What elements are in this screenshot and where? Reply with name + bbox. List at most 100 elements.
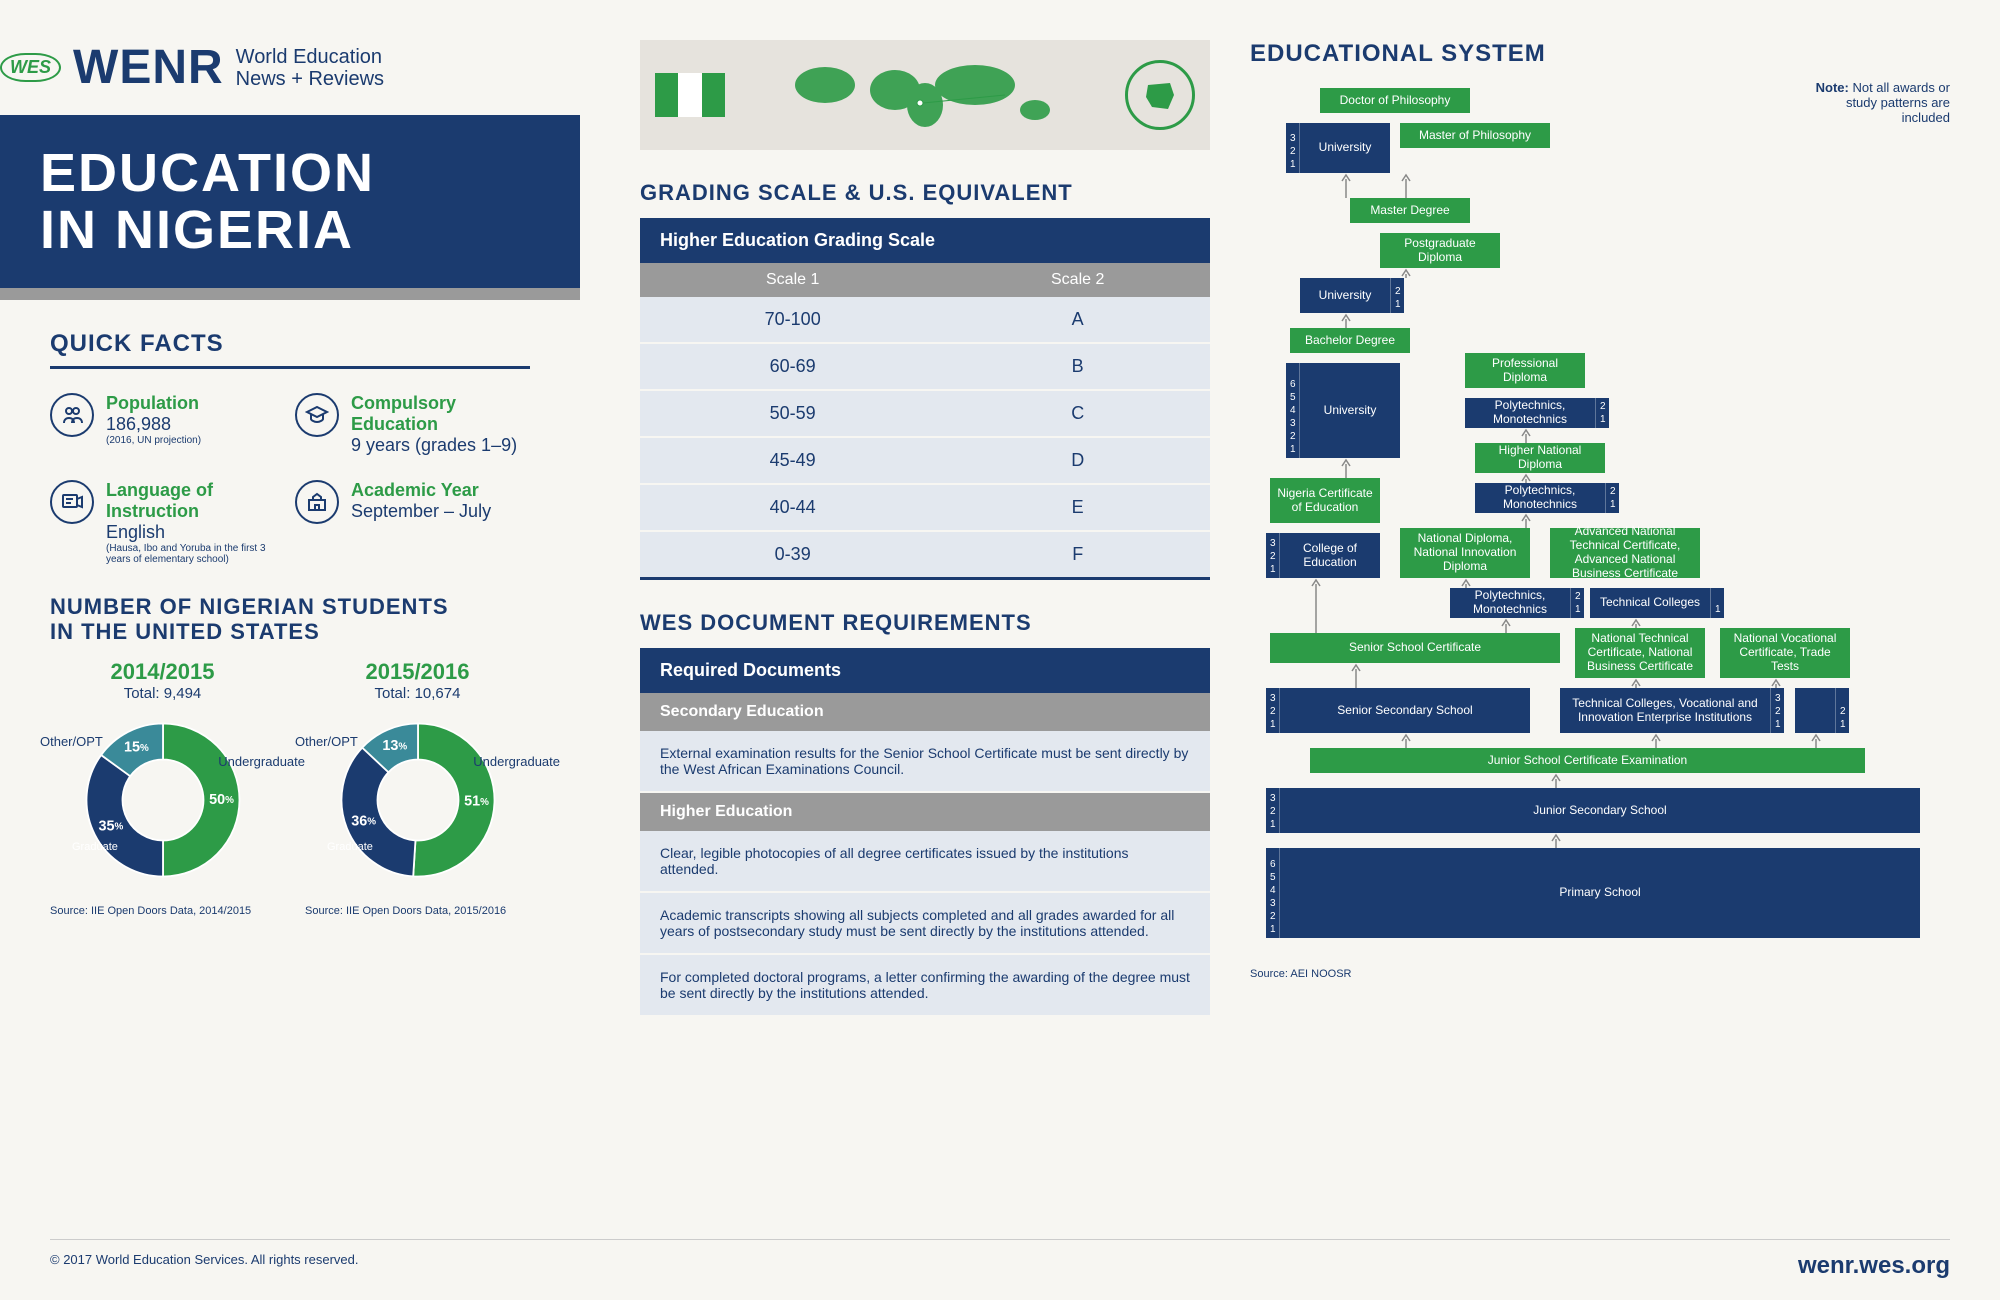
edu-year-markers: 123 [1286,123,1300,173]
donut-year: 2014/2015 [50,659,275,685]
donut-total: Total: 9,494 [50,685,275,702]
footer: © 2017 World Education Services. All rig… [50,1239,1950,1280]
quick-facts-heading: QUICK FACTS [50,330,530,369]
arrow-icon [1810,733,1822,748]
docs-row: Clear, legible photocopies of all degree… [640,831,1210,893]
grading-cell: C [945,390,1210,437]
edu-year-markers: 12 [1605,483,1619,513]
edu-year-markers: 123456 [1266,848,1280,938]
fact-icon [295,393,339,437]
edu-system-heading: EDUCATIONAL SYSTEM [1250,40,1950,68]
chart-source: Source: IIE Open Doors Data, 2014/2015 [50,905,275,917]
edu-box: Polytechnics, Monotechnics [1475,483,1605,513]
fact-icon [50,480,94,524]
arrow-icon [1520,428,1532,443]
docs-heading: WES DOCUMENT REQUIREMENTS [640,610,1210,636]
grading-table-title: Higher Education Grading Scale [640,218,1210,263]
grading-col1: Scale 1 [640,263,945,297]
edu-box: Senior School Certificate [1270,633,1560,663]
arrow-icon [1500,618,1512,633]
edu-box: Professional Diploma [1465,353,1585,388]
edu-box: Doctor of Philosophy [1320,88,1470,113]
svg-text:36%: 36% [351,813,376,829]
edu-box: University [1300,278,1390,313]
edu-box: National Diploma, National Innovation Di… [1400,528,1530,578]
brand-subtitle: World Education News + Reviews [236,46,384,90]
edu-box: Junior School Certificate Examination [1310,748,1865,773]
title-block: EDUCATION IN NIGERIA [0,115,580,300]
footer-url: wenr.wes.org [1798,1252,1950,1280]
arrow-icon [1550,773,1562,788]
fact-item: Population 186,988 (2016, UN projection) [50,393,285,456]
svg-text:51%: 51% [464,793,489,809]
docs-title: Required Documents [640,648,1210,693]
arrow-icon [1630,618,1642,628]
docs-sec2-label: Higher Education [640,793,1210,831]
edu-year-markers: 123 [1266,533,1280,578]
donut-chart: 2015/2016 Total: 10,674 51%36%13% Other/… [305,659,530,917]
arrow-icon [1770,678,1782,688]
students-section: NUMBER OF NIGERIAN STUDENTS IN THE UNITE… [0,595,580,916]
fact-value: English [106,522,285,543]
fact-icon [50,393,94,437]
donut-total: Total: 10,674 [305,685,530,702]
arrow-icon [1340,458,1352,478]
arrow-icon [1310,578,1322,633]
grading-cell: 40-44 [640,484,945,531]
grading-cell: A [945,297,1210,343]
arrow-icon [1520,513,1532,528]
edu-box: Master Degree [1350,198,1470,223]
fact-note: (Hausa, Ibo and Yoruba in the first 3 ye… [106,543,285,565]
grading-cell: 50-59 [640,390,945,437]
arrow-icon [1650,733,1662,748]
edu-box: Technical Colleges, Vocational and Innov… [1560,688,1770,733]
edu-year-markers: 123456 [1286,363,1300,458]
brand-text: WENR [73,40,224,95]
grading-cell: E [945,484,1210,531]
arrow-icon [1630,678,1642,688]
fact-value: 9 years (grades 1–9) [351,435,530,456]
arrow-icon [1340,313,1352,328]
fact-label: Compulsory Education [351,393,530,435]
docs-section: WES DOCUMENT REQUIREMENTS Required Docum… [640,610,1210,1017]
svg-text:50%: 50% [209,792,234,808]
quick-facts-section: QUICK FACTS Population 186,988 (2016, UN… [0,300,580,575]
edu-box: Bachelor Degree [1290,328,1410,353]
edu-box [1795,688,1835,733]
docs-row: For completed doctoral programs, a lette… [640,955,1210,1017]
arrow-icon [1350,663,1362,688]
nigeria-outline-icon [1125,60,1195,130]
edu-box: National Vocational Certificate, Trade T… [1720,628,1850,678]
edu-box: National Technical Certificate, National… [1575,628,1705,678]
fact-note: (2016, UN projection) [106,435,201,446]
grading-heading: GRADING SCALE & U.S. EQUIVALENT [640,180,1210,206]
edu-box: Technical Colleges [1590,588,1710,618]
docs-row: Academic transcripts showing all subject… [640,893,1210,955]
edu-box: College of Education [1280,533,1380,578]
grading-cell: 60-69 [640,343,945,390]
edu-box: University [1300,363,1400,458]
footer-copyright: © 2017 World Education Services. All rig… [50,1252,358,1280]
edu-source: Source: AEI NOOSR [1250,968,1351,980]
segment-label: Graduate [327,841,373,853]
grading-cell: B [945,343,1210,390]
fact-value: September – July [351,501,491,522]
students-heading: NUMBER OF NIGERIAN STUDENTS IN THE UNITE… [50,595,530,643]
nigeria-flag-icon [655,73,725,117]
arrow-icon [1550,833,1562,848]
grading-cell: D [945,437,1210,484]
edu-box: Polytechnics, Monotechnics [1450,588,1570,618]
grading-cell: 0-39 [640,531,945,579]
header: WES WENR World Education News + Reviews [0,40,580,95]
arrow-icon [1400,173,1412,198]
edu-year-markers: 123 [1770,688,1784,733]
svg-text:35%: 35% [98,818,123,834]
segment-label: Other/OPT [40,734,103,749]
donut-year: 2015/2016 [305,659,530,685]
edu-box: Junior Secondary School [1280,788,1920,833]
fact-item: Language of Instruction English (Hausa, … [50,480,285,565]
fact-value: 186,988 [106,414,201,435]
edu-year-markers: 12 [1835,688,1849,733]
world-map-icon [745,55,1105,135]
edu-box: Polytechnics, Monotechnics [1465,398,1595,428]
